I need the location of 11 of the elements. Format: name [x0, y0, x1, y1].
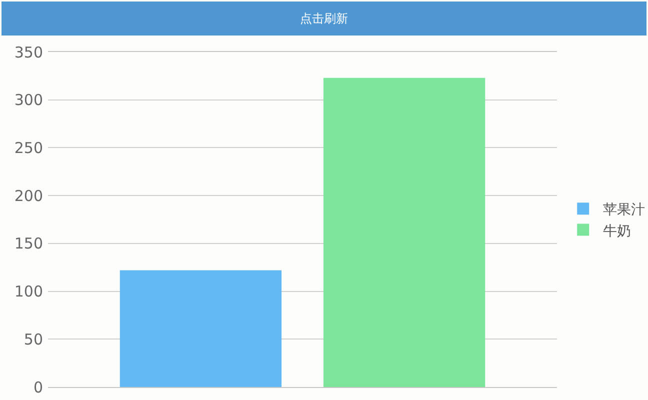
text: 点击刷新 [300, 12, 348, 26]
y-tick-label: 50 [24, 330, 43, 348]
y-tick-label: 200 [14, 186, 43, 205]
y-tick-label: 350 [14, 43, 43, 62]
y-tick-label: 0 [33, 378, 43, 396]
legend-label: 牛奶 [603, 223, 632, 240]
y-tick-label: 250 [14, 138, 43, 157]
legend-label: 苹果汁 [603, 202, 646, 218]
y-tick-label: 300 [14, 91, 43, 110]
y-tick-label: 150 [14, 234, 43, 253]
y-tick-label: 100 [14, 282, 43, 301]
